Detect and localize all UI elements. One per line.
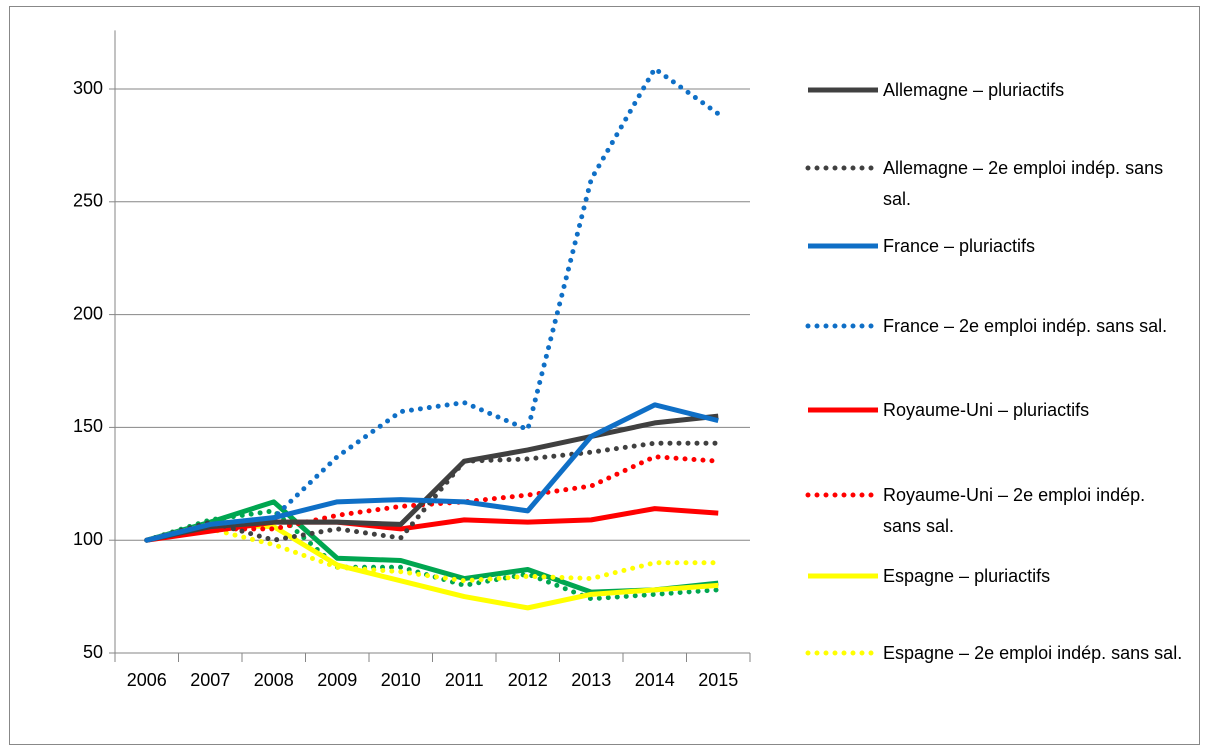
legend-label: Espagne – 2e emploi indép. sans sal.	[883, 642, 1183, 663]
x-tick-label: 2014	[635, 670, 675, 690]
y-tick-label: 250	[73, 191, 103, 211]
y-tick-label: 50	[83, 642, 103, 662]
series-line	[146, 413, 719, 543]
x-tick-label: 2012	[508, 670, 548, 690]
x-tick-label: 2009	[317, 670, 357, 690]
series-line	[144, 454, 721, 543]
series-line	[144, 508, 721, 602]
x-tick-label: 2006	[127, 670, 167, 690]
legend-label: Allemagne – pluriactifs	[883, 79, 1065, 100]
series-line	[144, 526, 721, 584]
x-tick-label: 2010	[381, 670, 421, 690]
series-line	[144, 440, 721, 543]
series-line	[144, 66, 721, 543]
x-tick-label: 2008	[254, 670, 294, 690]
legend-label: Royaume-Uni – 2e emploi indép. sans sal.	[883, 484, 1146, 536]
legend-label: Espagne – pluriactifs	[883, 565, 1051, 586]
legend-label: France – pluriactifs	[883, 235, 1036, 256]
y-tick-label: 150	[73, 416, 103, 436]
chart-frame	[9, 6, 1200, 745]
legend-label: France – 2e emploi indép. sans sal.	[883, 315, 1168, 336]
legend-label: Allemagne – 2e emploi indép. sans sal.	[883, 157, 1164, 209]
x-tick-label: 2011	[445, 670, 484, 690]
y-tick-label: 100	[73, 529, 103, 549]
x-tick-label: 2015	[698, 670, 738, 690]
y-tick-label: 300	[73, 78, 103, 98]
legend-label: Royaume-Uni – pluriactifs	[883, 399, 1090, 420]
x-tick-label: 2013	[571, 670, 611, 690]
x-tick-label: 2007	[190, 670, 230, 690]
y-tick-label: 200	[73, 303, 103, 323]
